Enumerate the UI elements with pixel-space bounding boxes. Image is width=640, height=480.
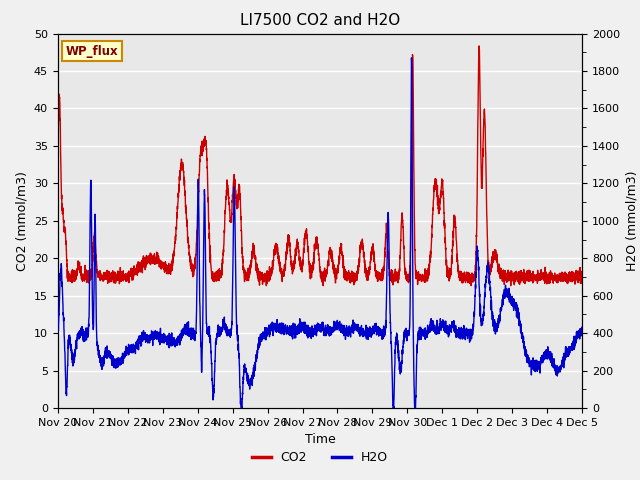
- Y-axis label: CO2 (mmol/m3): CO2 (mmol/m3): [15, 171, 28, 271]
- Title: LI7500 CO2 and H2O: LI7500 CO2 and H2O: [240, 13, 400, 28]
- Text: WP_flux: WP_flux: [65, 45, 118, 58]
- X-axis label: Time: Time: [305, 433, 335, 446]
- Legend: CO2, H2O: CO2, H2O: [247, 446, 393, 469]
- Y-axis label: H2O (mmol/m3): H2O (mmol/m3): [626, 170, 639, 271]
